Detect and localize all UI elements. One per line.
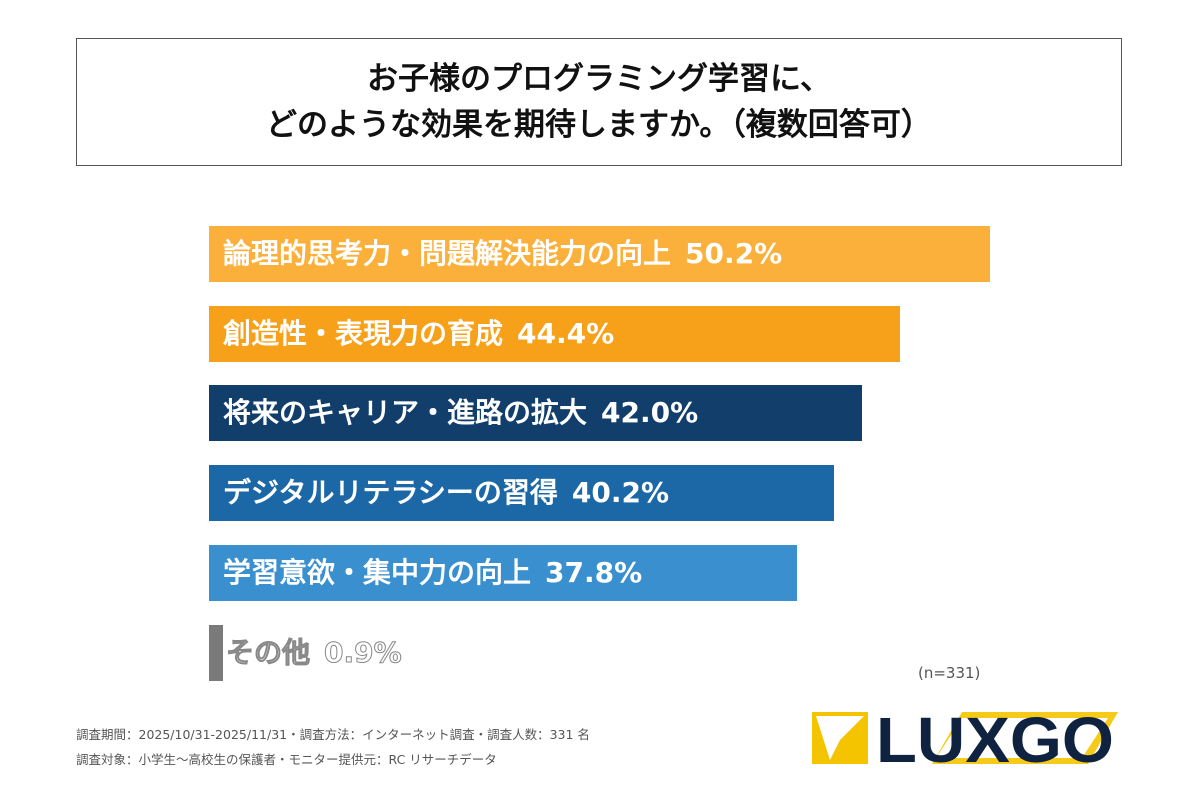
bar-chart: 論理的思考力・問題解決能力の向上 50.2% 創造性・表現力の育成 44.4% 将来のキ… xyxy=(209,226,990,681)
category-label: 論理的思考力・問題解決能力の向上 xyxy=(223,237,672,270)
bar-label-6: その他 0.9% xyxy=(225,625,403,681)
title-line-2: どのような効果を期待しますか。（複数回答可） xyxy=(266,107,932,143)
bar-label-4: デジタルリテラシーの習得 40.2% xyxy=(223,465,669,521)
bar-5 xyxy=(209,545,798,601)
bar-label-2: 創造性・表現力の育成 44.4% xyxy=(223,306,614,362)
value-label: 42.0% xyxy=(601,396,699,429)
sample-size-note: (n=331) xyxy=(918,664,981,682)
footer-line-1: 調査期間：2025/10/31-2025/11/31・調査方法：インターネット調… xyxy=(76,727,590,742)
value-label: 44.4% xyxy=(517,317,615,350)
svg-text:LUXGO: LUXGO xyxy=(876,710,1114,766)
bar-4 xyxy=(209,465,835,521)
luxgo-logo: LUXGO xyxy=(812,704,1122,776)
category-label: 学習意欲・集中力の向上 xyxy=(223,556,532,589)
value-label: 37.8% xyxy=(545,556,643,589)
bar-6 xyxy=(209,625,223,681)
category-label: 将来のキャリア・進路の拡大 xyxy=(223,396,588,429)
bar-label-1: 論理的思考力・問題解決能力の向上 50.2% xyxy=(223,226,782,282)
title-line-1: お子様のプログラミング学習に、 xyxy=(366,61,832,97)
value-label: 40.2% xyxy=(571,476,670,509)
bar-label-3: 将来のキャリア・進路の拡大 42.0% xyxy=(223,385,698,441)
bar-2 xyxy=(209,306,900,362)
bar-label-5: 学習意欲・集中力の向上 37.8% xyxy=(223,545,642,601)
category-label: デジタルリテラシーの習得 xyxy=(223,476,558,509)
category-label: 創造性・表現力の育成 xyxy=(223,317,504,350)
value-label: 0.9% xyxy=(324,636,403,670)
footer-line-2: 調査対象：小学生～高校生の保護者・モニター提供元：RC リサーチデータ xyxy=(76,752,497,767)
bar-1 xyxy=(209,226,990,282)
value-label: 50.2% xyxy=(685,237,783,270)
bar-3 xyxy=(209,385,863,441)
title-box: お子様のプログラミング学習に、 どのような効果を期待しますか。（複数回答可） xyxy=(76,38,1122,166)
category-label: その他 xyxy=(225,636,311,670)
